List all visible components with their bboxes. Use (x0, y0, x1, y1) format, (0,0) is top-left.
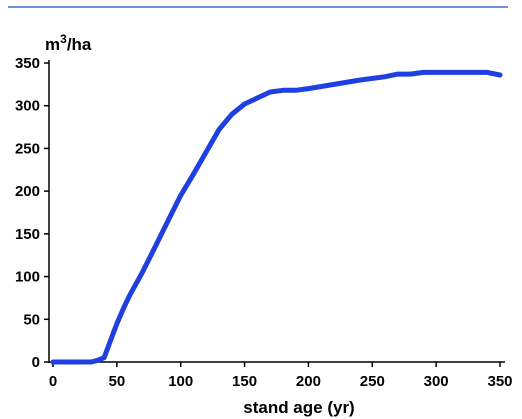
y-tick-label: 150 (15, 226, 40, 243)
x-tick-label: 350 (487, 373, 512, 390)
y-tick-label: 100 (15, 269, 40, 286)
y-axis-title: m3/ha (45, 32, 92, 54)
y-axis-ticks: 0 50 100 150 200 250 300 350 (15, 55, 49, 371)
y-tick-label: 300 (15, 98, 40, 115)
x-tick-label: 200 (296, 373, 321, 390)
x-axis-title: stand age (yr) (243, 398, 354, 417)
y-tick-label: 50 (23, 311, 40, 328)
x-tick-label: 150 (232, 373, 257, 390)
y-tick-label: 200 (15, 183, 40, 200)
x-tick-label: 0 (49, 373, 57, 390)
x-tick-label: 50 (109, 373, 126, 390)
x-tick-label: 100 (168, 373, 193, 390)
x-axis-ticks: 0 50 100 150 200 250 300 350 (49, 362, 513, 390)
y-tick-label: 350 (15, 55, 40, 72)
y-tick-label: 250 (15, 140, 40, 157)
plot-area (50, 69, 503, 365)
x-tick-label: 250 (360, 373, 385, 390)
series-line (50, 69, 503, 365)
y-tick-label: 0 (32, 354, 40, 371)
x-tick-label: 300 (424, 373, 449, 390)
